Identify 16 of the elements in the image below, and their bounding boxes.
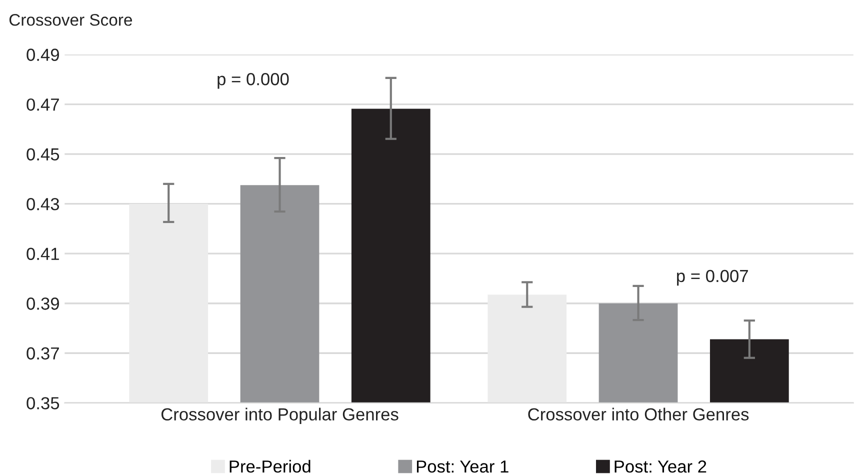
y-tick-label: 0.47 [26, 98, 59, 111]
x-tick-label: Crossover into Other Genres [528, 408, 749, 421]
y-tick-label: 0.37 [26, 347, 59, 360]
y-tick-label: 0.43 [26, 198, 60, 210]
y-tick-label: 0.39 [26, 298, 59, 310]
y-axis-title: Crossover Score [9, 14, 132, 26]
y-tick-label: 0.49 [26, 48, 59, 61]
x-tick-label: Crossover into Popular Genres [161, 408, 398, 424]
annotation: p = 0.007 [677, 270, 748, 286]
y-tick-label: 0.35 [26, 397, 60, 410]
legend-label: Pre-Period [230, 460, 310, 473]
y-tick-label: 0.45 [26, 148, 60, 161]
legend-label: Post: Year 1 [416, 460, 508, 473]
legend-label: Post: Year 2 [614, 460, 706, 473]
y-tick-label: 0.41 [26, 248, 59, 260]
annotation: p = 0.000 [218, 73, 289, 89]
